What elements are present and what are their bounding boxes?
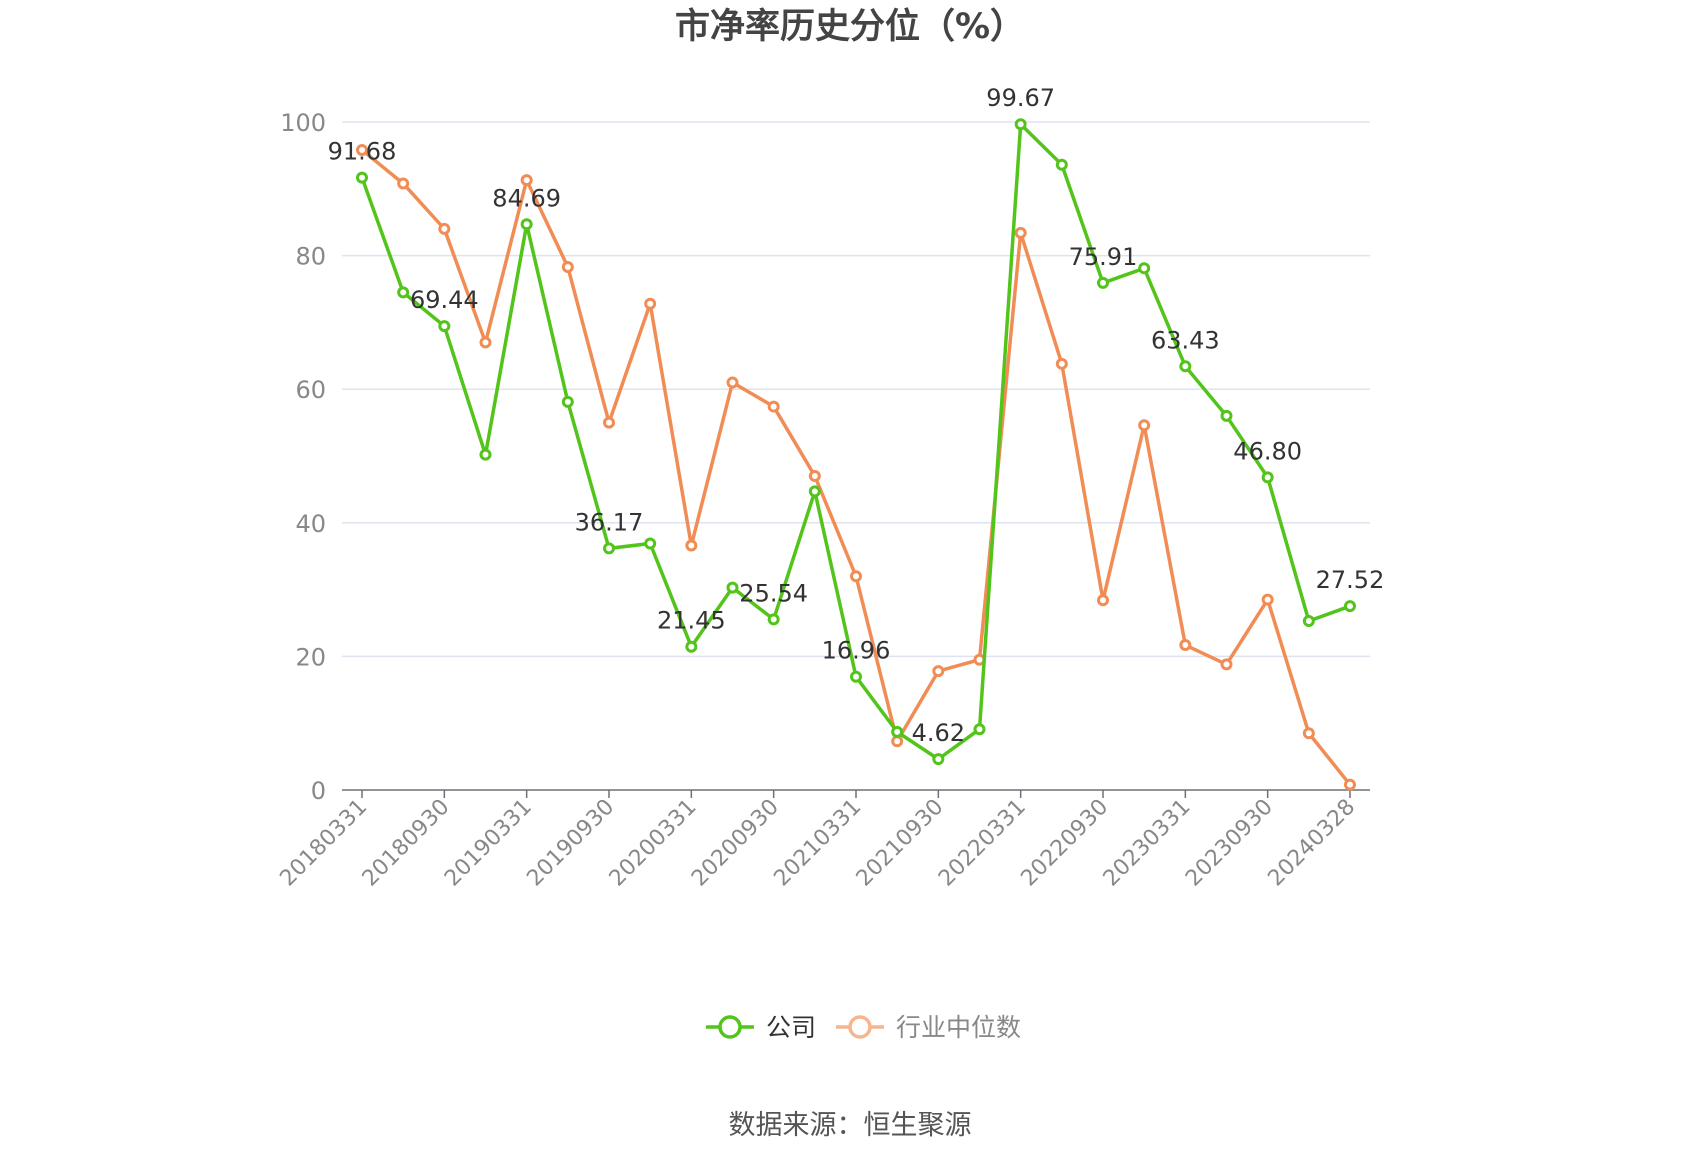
data-point [1014,118,1027,131]
data-point [1138,262,1151,275]
data-label: 25.54 [739,579,808,607]
data-labels: 91.68 69.44 84.69 36.17 21.45 25.54 16.96 4.62 9… [328,84,1385,747]
data-point [932,753,945,766]
legend-label: 公司 [766,1013,816,1042]
x-tick-label: 20180930 [358,795,455,892]
data-point [850,670,862,683]
data-point [1179,360,1192,373]
x-tick-label: 20180331 [275,795,372,892]
data-label: 75.91 [1069,243,1138,271]
x-tick-label: 20210930 [852,795,949,892]
x-tick-label: 20190930 [522,795,619,892]
data-point [1302,614,1315,627]
legend-marker [848,1015,872,1039]
data-label: 36.17 [575,508,644,536]
data-label: 84.69 [492,184,561,212]
series-line-1 [360,148,1352,786]
data-label: 27.52 [1316,566,1385,594]
data-point [1014,226,1027,239]
data-point [1344,600,1356,613]
data-point [520,218,533,231]
x-tick-label: 20200930 [687,795,784,892]
data-point [438,222,451,235]
legend-marker [718,1015,742,1039]
data-point [1261,593,1274,606]
x-tick-label: 20200331 [605,795,702,892]
data-point [932,665,945,678]
y-tick-label: 80 [295,243,326,271]
x-tick-label: 20190331 [440,795,537,892]
data-label: 46.80 [1233,437,1302,465]
data-point [397,286,410,299]
data-point [438,320,451,333]
data-source-note: 数据来源：恒生聚源 [728,1110,972,1141]
data-point [1097,594,1109,607]
data-point [973,723,986,736]
series-lines [356,118,1356,791]
chart-title: 市净率历史分位（%） [675,7,1025,47]
data-point [520,174,533,187]
data-point [397,177,410,190]
data-point [1261,471,1274,484]
data-point [891,735,904,748]
data-label: 4.62 [912,719,965,747]
x-tick-label: 20240328 [1263,795,1360,892]
data-point [808,485,821,498]
data-point [1220,409,1233,422]
x-tick-label: 20220930 [1016,795,1113,892]
data-label: 16.96 [822,637,891,665]
data-point [808,470,821,483]
y-tick-label: 40 [295,510,326,538]
data-point [644,297,657,310]
y-tick-label: 20 [295,643,326,671]
x-tick-label: 20230930 [1181,795,1278,892]
data-label: 91.68 [328,138,397,166]
data-point [850,570,862,583]
y-tick-label: 60 [295,376,326,404]
data-point [1179,639,1192,652]
data-point [1055,357,1068,370]
grid [342,121,1370,658]
data-point [1055,158,1068,171]
data-point [726,376,739,389]
data-label: 99.67 [986,84,1055,112]
data-label: 21.45 [657,607,726,635]
data-point [603,416,615,429]
data-label: 69.44 [410,286,479,314]
data-point [726,581,739,594]
y-tick-label: 100 [280,109,326,137]
data-point [767,400,780,413]
x-tick-label: 20210331 [769,795,866,892]
data-point [561,395,574,408]
data-point [685,640,698,653]
data-point [767,613,780,626]
data-point [891,725,904,738]
data-point [644,537,657,550]
data-point [356,144,368,157]
x-tick-label: 20230331 [1099,795,1196,892]
data-point [1097,276,1109,289]
data-point [1220,658,1233,671]
data-point [479,448,492,461]
legend: 公司 行业中位数 [706,1013,1021,1042]
data-point [1302,727,1315,740]
data-point [603,542,615,555]
y-tick-label: 0 [311,777,326,805]
data-point [685,539,698,552]
data-point [561,260,574,273]
data-point [479,336,492,349]
data-point [1344,778,1356,791]
data-point [1138,419,1151,432]
legend-label: 行业中位数 [896,1013,1021,1042]
data-label: 63.43 [1151,326,1220,354]
data-point [356,171,368,184]
x-tick-label: 20220331 [934,795,1031,892]
